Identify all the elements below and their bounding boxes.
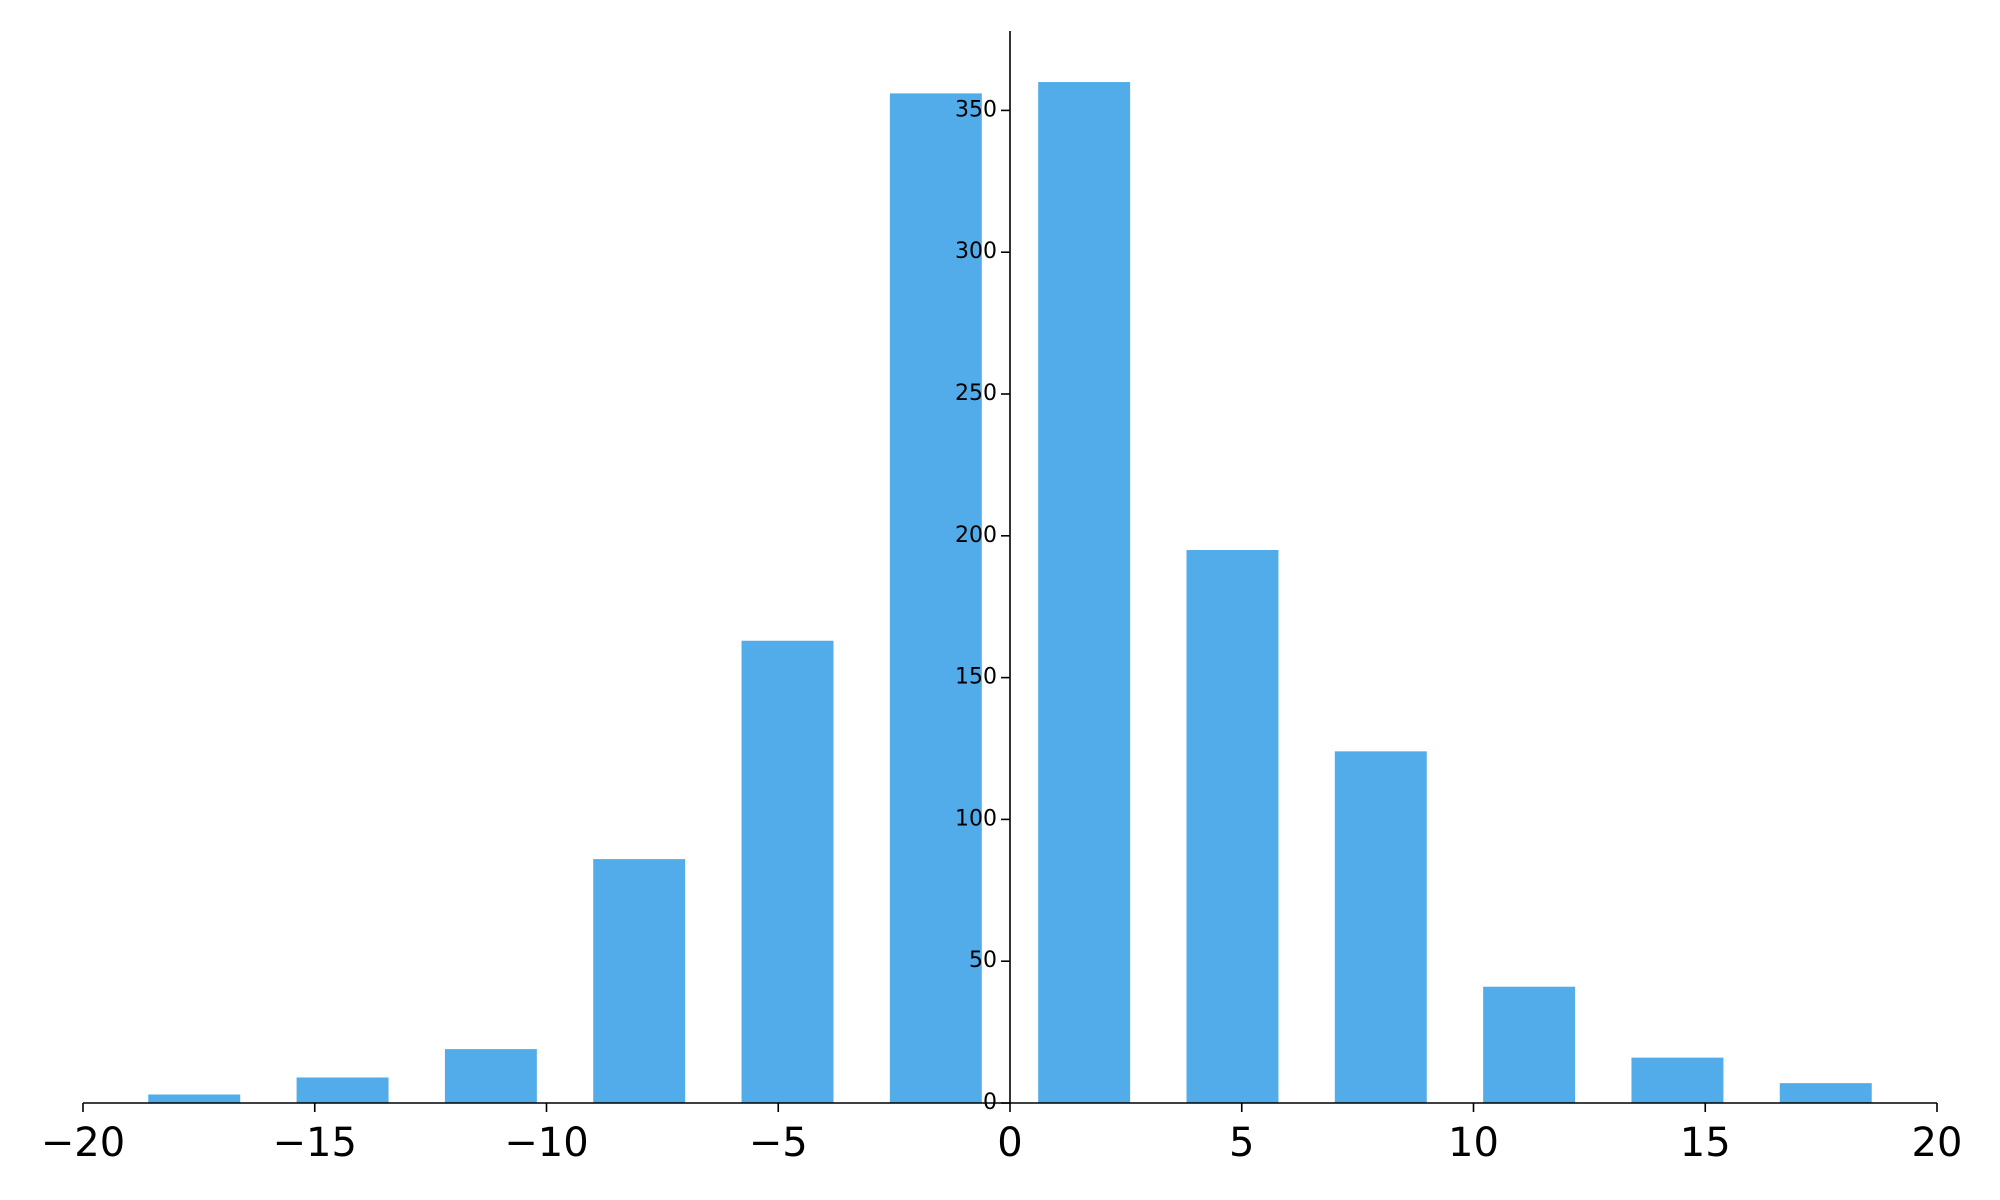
bar [593, 859, 686, 1103]
x-tick-label: −15 [273, 1120, 357, 1166]
bar [1631, 1057, 1724, 1103]
x-tick-label: 5 [1229, 1120, 1254, 1166]
y-tick-label: 50 [969, 948, 997, 973]
bar [1779, 1083, 1872, 1103]
y-tick-label: 0 [983, 1090, 997, 1115]
y-tick-label: 150 [955, 665, 997, 690]
bar [1483, 986, 1576, 1103]
bar [296, 1077, 389, 1103]
bar [444, 1049, 537, 1103]
bar [1186, 549, 1279, 1103]
x-tick-label: −5 [749, 1120, 808, 1166]
x-tick-label: 15 [1680, 1120, 1731, 1166]
y-tick-label: 300 [955, 239, 997, 264]
bar [1038, 82, 1131, 1104]
y-tick-label: 100 [955, 806, 997, 831]
y-tick-label: 200 [955, 523, 997, 548]
y-tick-label: 350 [955, 97, 997, 122]
bar [741, 640, 834, 1103]
bar [148, 1094, 241, 1103]
x-tick-label: −20 [41, 1120, 125, 1166]
bar [889, 93, 982, 1103]
y-tick-label: 250 [955, 381, 997, 406]
x-tick-label: −10 [504, 1120, 588, 1166]
x-tick-label: 0 [997, 1120, 1022, 1166]
bar [1334, 751, 1427, 1103]
x-tick-label: 20 [1912, 1120, 1963, 1166]
x-tick-label: 10 [1448, 1120, 1499, 1166]
